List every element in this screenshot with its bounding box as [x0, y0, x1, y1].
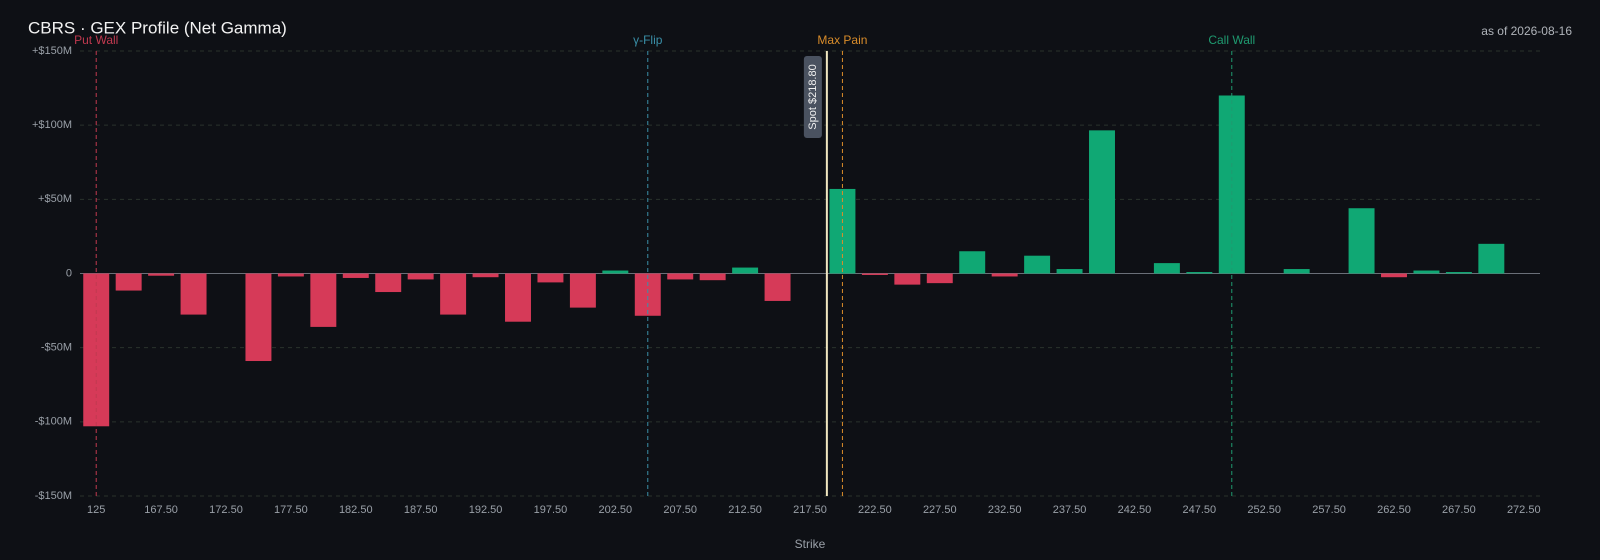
- x-tick-label: 207.50: [663, 504, 697, 516]
- marker-label: Call Wall: [1208, 33, 1255, 47]
- x-tick-label: 217.50: [793, 504, 827, 516]
- bar: [829, 188, 856, 274]
- bar: [115, 273, 142, 291]
- bar: [634, 273, 661, 316]
- bar: [699, 273, 726, 281]
- bar: [926, 273, 953, 284]
- x-tick-label: 192.50: [469, 504, 503, 516]
- bar: [764, 273, 791, 301]
- marker-label: Put Wall: [74, 33, 118, 47]
- bar: [375, 273, 402, 293]
- bar: [1445, 272, 1472, 274]
- y-tick-label: -$100M: [35, 416, 72, 428]
- x-tick-label: 257.50: [1312, 504, 1346, 516]
- bar: [342, 273, 369, 278]
- y-tick-label: +$100M: [32, 119, 72, 131]
- x-tick-label: 172.50: [209, 504, 243, 516]
- bar: [1381, 273, 1407, 278]
- bar: [959, 251, 986, 274]
- y-tick-label: +$50M: [38, 193, 72, 205]
- bar: [1024, 255, 1051, 274]
- bar: [440, 273, 467, 315]
- x-tick-label: 197.50: [534, 504, 568, 516]
- bar: [1089, 130, 1115, 274]
- marker-label: γ-Flip: [633, 33, 663, 47]
- y-tick-label: +$150M: [32, 45, 72, 57]
- spot-label-box: [803, 56, 822, 138]
- x-tick-label: 252.50: [1247, 504, 1281, 516]
- x-tick-label: 267.50: [1442, 504, 1476, 516]
- bar: [1186, 272, 1213, 274]
- x-tick-label: 177.50: [274, 504, 308, 516]
- bar: [180, 273, 207, 315]
- bar: [1283, 269, 1310, 274]
- x-tick-label: 227.50: [923, 504, 957, 516]
- x-tick-label: 212.50: [728, 504, 762, 516]
- bar: [277, 273, 304, 277]
- bar: [148, 273, 175, 276]
- bar: [894, 273, 921, 285]
- bar: [1056, 269, 1083, 274]
- bar: [667, 273, 694, 280]
- x-tick-label: 187.50: [404, 504, 438, 516]
- as-of-date: as of 2026-08-16: [1481, 24, 1572, 38]
- chart-title: CBRS · GEX Profile (Net Gamma): [28, 18, 287, 37]
- bar: [861, 273, 888, 275]
- bar: [537, 273, 564, 283]
- bar: [1478, 243, 1505, 274]
- y-tick-label: -$50M: [41, 342, 72, 354]
- bar: [1153, 263, 1180, 274]
- x-tick-label: 222.50: [858, 504, 892, 516]
- y-tick-label: -$150M: [35, 490, 72, 502]
- bar: [310, 273, 337, 327]
- x-tick-label: 272.50: [1507, 504, 1541, 516]
- bar: [472, 273, 499, 278]
- x-tick-label: 167.50: [144, 504, 178, 516]
- x-tick-label: 237.50: [1053, 504, 1087, 516]
- y-tick-label: 0: [66, 267, 72, 279]
- bar: [505, 273, 531, 322]
- bar: [407, 273, 434, 280]
- x-tick-label: 182.50: [339, 504, 373, 516]
- bar: [991, 273, 1018, 277]
- x-tick-label: 202.50: [599, 504, 633, 516]
- bar: [1413, 270, 1440, 274]
- x-tick-label: 262.50: [1377, 504, 1411, 516]
- x-axis-label: Strike: [795, 537, 826, 551]
- x-tick-label: 125: [87, 504, 105, 516]
- bar: [245, 273, 272, 362]
- bar: [569, 273, 596, 308]
- x-tick-label: 232.50: [988, 504, 1022, 516]
- x-tick-label: 242.50: [1118, 504, 1152, 516]
- marker-label: Max Pain: [817, 33, 867, 47]
- bar: [1348, 208, 1375, 274]
- x-tick-label: 247.50: [1183, 504, 1217, 516]
- spot-label: Spot $218.80: [807, 64, 819, 129]
- bar: [602, 270, 629, 274]
- bar: [732, 267, 759, 274]
